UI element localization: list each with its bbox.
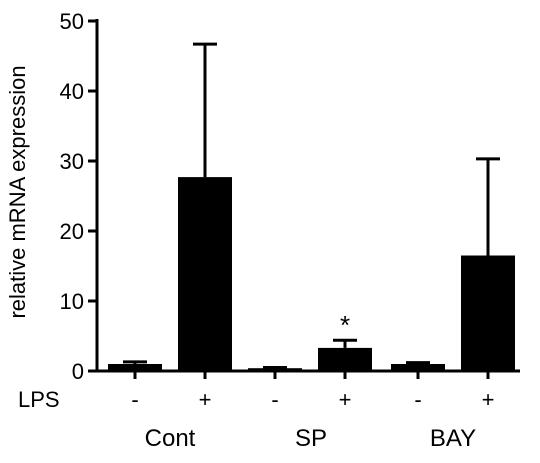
y-tick-label: 20	[60, 219, 84, 244]
y-axis-label: relative mRNA expression	[5, 65, 30, 318]
bar	[248, 368, 302, 371]
group-label: SP	[295, 425, 327, 452]
significance-marker: *	[340, 310, 350, 340]
y-tick-label: 50	[60, 9, 84, 34]
lps-sign-label: +	[482, 387, 495, 412]
lps-sign-label: -	[414, 387, 421, 412]
lps-sign-label: +	[339, 387, 352, 412]
bar	[461, 255, 515, 371]
lps-sign-label: -	[131, 387, 138, 412]
bar	[391, 364, 445, 371]
group-label: Cont	[145, 425, 196, 452]
bar	[178, 177, 232, 371]
y-tick-label: 40	[60, 79, 84, 104]
y-tick-label: 10	[60, 289, 84, 314]
y-tick-label: 0	[72, 359, 84, 384]
lps-sign-label: +	[199, 387, 212, 412]
lps-row-label: LPS	[18, 387, 60, 412]
y-tick-label: 30	[60, 149, 84, 174]
bar	[318, 347, 372, 371]
lps-sign-label: -	[271, 387, 278, 412]
bar	[108, 364, 162, 371]
group-label: BAY	[430, 425, 476, 452]
